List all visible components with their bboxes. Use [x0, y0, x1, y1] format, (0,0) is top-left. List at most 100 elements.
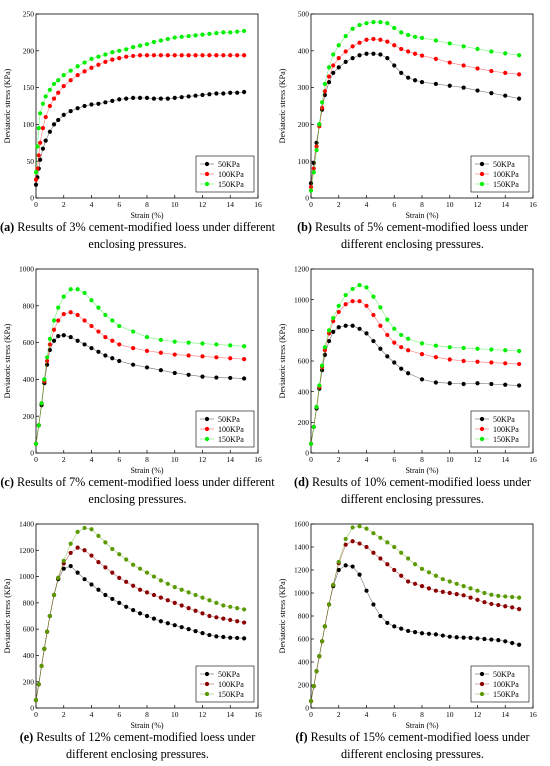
data-point	[322, 345, 327, 350]
legend-marker	[204, 681, 210, 687]
data-point	[350, 525, 355, 530]
data-point	[131, 53, 136, 59]
panel-f: 0 2 4 6 8 10 12 14 16 0 200 400 600 800 1000 1200 1400 16…	[275, 510, 550, 765]
x-axis-label: Strain (%)	[405, 466, 438, 475]
data-point	[357, 524, 362, 529]
data-point	[228, 604, 233, 609]
caption-e: (e) Results of 12% cement-modified loess…	[0, 729, 275, 763]
data-point	[110, 318, 115, 323]
y-tick-label: 600	[23, 338, 35, 347]
y-tick-label: 0	[30, 194, 34, 203]
data-point	[235, 635, 240, 641]
data-point	[336, 303, 341, 308]
x-tick-label: 8	[145, 455, 149, 464]
data-point	[489, 637, 494, 642]
caption-text: Results of 12% cement-modified loess und…	[36, 730, 256, 761]
data-point	[426, 586, 432, 591]
data-point	[317, 122, 322, 127]
y-tick-label: 200	[23, 412, 35, 421]
data-point	[378, 556, 383, 561]
y-tick-label: 500	[298, 10, 310, 19]
data-point	[214, 615, 219, 620]
data-point	[406, 371, 411, 376]
x-tick-label: 10	[446, 710, 454, 719]
legend-marker	[479, 181, 485, 187]
data-point	[82, 60, 87, 65]
data-point	[447, 357, 452, 362]
data-point	[454, 581, 459, 586]
data-point	[357, 326, 362, 331]
data-point	[158, 619, 163, 624]
data-point	[461, 358, 466, 364]
data-point	[399, 573, 404, 578]
data-point	[371, 36, 376, 42]
data-point	[172, 35, 177, 40]
data-point	[200, 611, 205, 616]
data-point	[419, 377, 425, 382]
data-point	[110, 338, 115, 343]
data-point	[331, 582, 336, 588]
data-point	[399, 70, 404, 75]
data-point	[43, 114, 48, 120]
data-point	[89, 298, 94, 303]
data-point	[51, 592, 57, 598]
data-point	[43, 94, 48, 99]
data-point	[144, 334, 150, 340]
data-point	[96, 62, 101, 67]
data-point	[496, 638, 501, 643]
data-point	[172, 600, 177, 605]
data-point	[221, 30, 226, 35]
data-point	[186, 53, 191, 58]
data-point	[308, 188, 314, 193]
data-point	[406, 579, 411, 584]
series-50KPa	[33, 89, 247, 187]
data-point	[61, 112, 66, 117]
caption-label: (a)	[0, 220, 15, 234]
data-point	[68, 541, 73, 546]
data-point	[68, 310, 73, 315]
data-point	[103, 52, 108, 57]
legend-marker	[204, 416, 210, 422]
data-point	[117, 56, 122, 61]
data-point	[144, 365, 150, 370]
data-point	[186, 590, 191, 595]
data-point	[357, 572, 362, 577]
data-point	[200, 341, 205, 346]
data-point	[406, 75, 411, 80]
data-point	[322, 348, 327, 353]
data-point	[33, 170, 39, 175]
y-tick-label: 250	[23, 10, 35, 19]
x-tick-label: 16	[529, 200, 537, 209]
y-tick-label: 50	[27, 157, 35, 166]
data-point	[350, 539, 355, 544]
x-tick-label: 14	[227, 710, 235, 719]
y-tick-label: 1200	[19, 546, 34, 555]
data-point	[489, 381, 494, 387]
y-tick-label: 1000	[19, 572, 34, 581]
data-point	[179, 34, 184, 39]
legend-marker	[479, 171, 485, 177]
data-point	[503, 604, 508, 609]
data-point	[124, 54, 129, 59]
data-point	[207, 92, 212, 97]
data-point	[371, 19, 376, 25]
data-point	[124, 604, 129, 609]
data-point	[454, 592, 459, 597]
data-point	[461, 63, 466, 68]
data-point	[45, 362, 50, 367]
legend-marker	[204, 436, 210, 442]
data-point	[117, 342, 122, 347]
data-point	[364, 303, 369, 308]
y-axis-label: Deviatoric stress (KPa)	[278, 323, 287, 398]
data-point	[454, 635, 459, 640]
data-point	[406, 49, 411, 54]
data-point	[242, 607, 247, 612]
data-point	[75, 287, 80, 292]
data-point	[517, 642, 522, 647]
data-point	[314, 140, 319, 145]
data-point	[475, 381, 480, 386]
data-point	[357, 40, 362, 45]
x-tick-label: 0	[309, 200, 313, 209]
data-point	[35, 144, 40, 149]
y-tick-label: 1000	[19, 265, 34, 274]
